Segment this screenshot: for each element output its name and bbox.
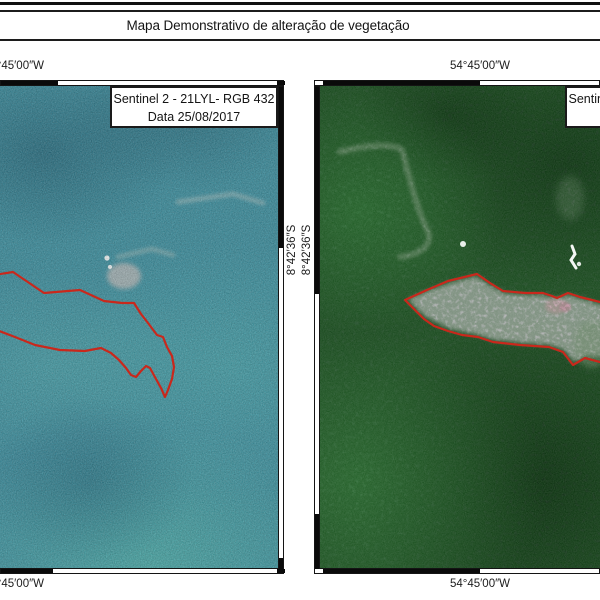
right-map-frame-bottom (314, 568, 600, 574)
right-map-overlay (320, 86, 600, 568)
left-map-info-line2: Data 25/08/2017 (147, 110, 241, 124)
right-map-info-line2: Data 25/08/2017 (567, 108, 600, 126)
cloud-dot (576, 261, 582, 267)
lon-label-right-top: 54°45′00″W (449, 60, 511, 72)
left-map-frame-right (278, 86, 284, 569)
lat-label-left-map: 8°42′36″S (286, 224, 298, 276)
page-title: Mapa Demonstrativo de alteração de veget… (126, 18, 410, 33)
cloud-dot (460, 241, 466, 247)
right-map-info-box: Sentinel 2 - 21LYL- RGB 432 Data 25/08/2… (565, 86, 600, 128)
satellite-image-left: Sentinel 2 - 21LYL- RGB 432 Data 25/08/2… (0, 86, 278, 568)
deforestation-polygon-right (403, 272, 600, 367)
left-map-info-box: Sentinel 2 - 21LYL- RGB 432 Data 25/08/2… (110, 86, 278, 128)
lon-label-right-bottom: 54°45′00″W (449, 578, 511, 590)
texture-noise (320, 86, 600, 568)
texture-noise (0, 86, 278, 568)
lat-label-right-map: 8°42′36″S (301, 224, 313, 276)
satellite-image-right: Sentinel 2 - 21LYL- RGB 432 Data 25/08/2… (320, 86, 600, 568)
lon-label-left-top: 54°45′00″W (0, 60, 45, 72)
left-map-frame-top (0, 80, 285, 86)
left-map-overlay (0, 86, 278, 568)
left-map-frame-bottom (0, 568, 285, 574)
top-border-line (0, 2, 600, 5)
cloud-squiggle (569, 244, 578, 270)
title-bar: Mapa Demonstrativo de alteração de veget… (0, 10, 600, 41)
deforestation-polygon-left (0, 270, 176, 399)
left-map-info-line1: Sentinel 2 - 21LYL- RGB 432 (113, 92, 275, 106)
right-map-frame-top (314, 80, 600, 86)
right-map-frame-left (314, 86, 320, 569)
right-map-info-line1: Sentinel 2 - 21LYL- RGB 432 (568, 92, 600, 106)
lon-label-left-bottom: 54°45′00″W (0, 578, 45, 590)
